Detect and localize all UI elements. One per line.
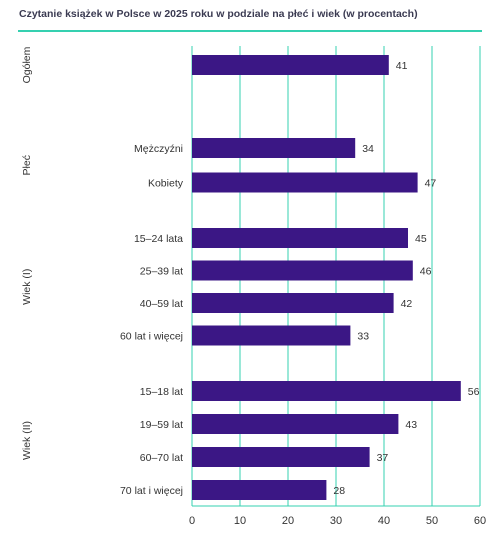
category-label: Mężczyźni: [134, 143, 183, 155]
bar: [192, 138, 356, 158]
bar: [192, 228, 408, 248]
x-tick-label: 50: [426, 515, 438, 527]
category-label: 60 lat i więcej: [120, 331, 183, 343]
x-tick-label: 10: [234, 515, 246, 527]
data-label: 42: [401, 298, 413, 310]
category-label: 70 lat i więcej: [120, 485, 183, 497]
data-label: 56: [468, 386, 480, 398]
bar: [192, 172, 418, 193]
group-label: Ogółem: [21, 46, 33, 83]
category-label: 40–59 lat: [140, 298, 183, 310]
category-label: 15–18 lat: [140, 386, 183, 398]
x-tick-label: 20: [282, 515, 294, 527]
bar: [192, 55, 389, 75]
category-label: Kobiety: [148, 178, 184, 190]
x-tick-label: 60: [474, 515, 486, 527]
x-tick-label: 0: [189, 515, 195, 527]
group-label: Płeć: [21, 155, 33, 175]
bar: [192, 480, 327, 500]
data-label: 34: [362, 143, 374, 155]
data-label: 37: [377, 452, 389, 464]
group-label: Wiek (I): [21, 269, 33, 305]
data-label: 45: [415, 233, 427, 245]
chart-title: Czytanie książek w Polsce w 2025 roku w …: [19, 8, 418, 20]
group-label: Wiek (II): [21, 421, 33, 460]
bar: [192, 381, 461, 401]
category-label: 15–24 lata: [134, 233, 183, 245]
bar: [192, 414, 399, 434]
bar: [192, 260, 413, 281]
data-label: 47: [425, 178, 437, 190]
data-label: 28: [333, 485, 345, 497]
bar: [192, 447, 370, 467]
x-tick-label: 40: [378, 515, 390, 527]
bar: [192, 325, 351, 346]
category-label: 19–59 lat: [140, 419, 183, 431]
x-tick-label: 30: [330, 515, 342, 527]
bar: [192, 293, 394, 313]
data-label: 46: [420, 266, 432, 278]
category-label: 60–70 lat: [140, 452, 183, 464]
data-label: 41: [396, 60, 408, 72]
title-rule: [18, 30, 482, 32]
data-label: 43: [405, 419, 417, 431]
category-label: 25–39 lat: [140, 266, 183, 278]
data-label: 33: [357, 331, 369, 343]
